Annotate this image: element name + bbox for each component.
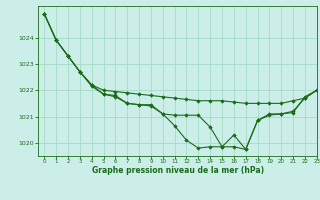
X-axis label: Graphe pression niveau de la mer (hPa): Graphe pression niveau de la mer (hPa) bbox=[92, 166, 264, 175]
